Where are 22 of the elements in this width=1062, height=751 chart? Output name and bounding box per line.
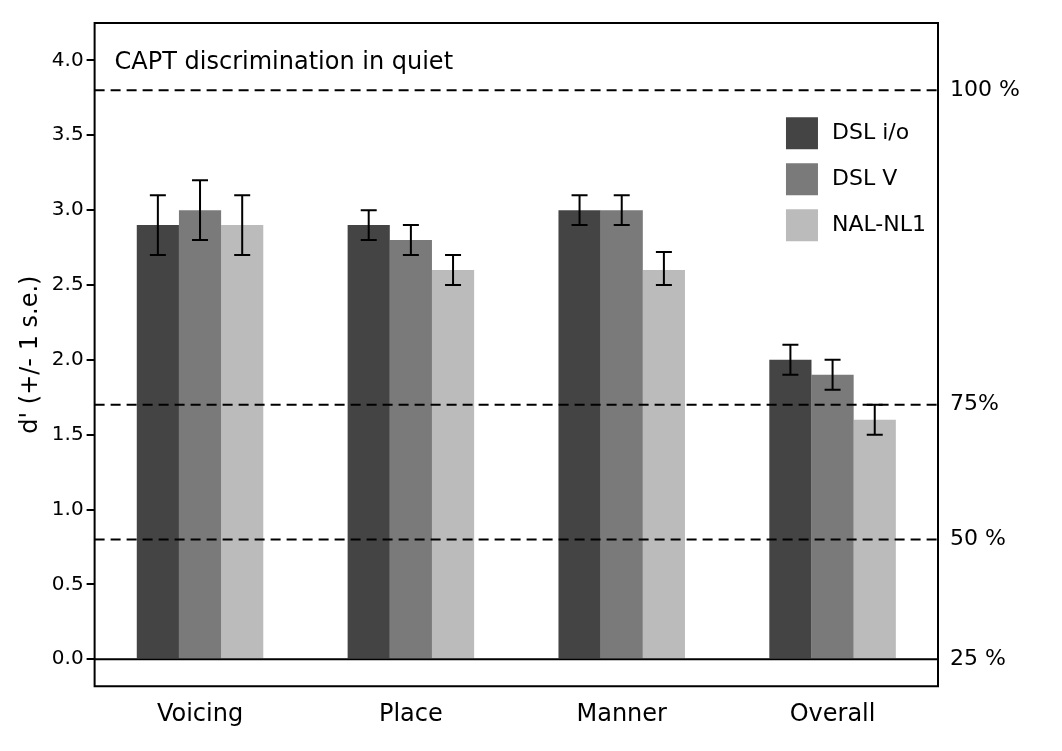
x-tick-label: Place bbox=[378, 698, 443, 727]
y-tick-label: 3.0 bbox=[51, 196, 84, 221]
y-tick-label: 1.5 bbox=[51, 420, 84, 445]
text: 25 % bbox=[950, 644, 1006, 670]
y-tick-label: 4.0 bbox=[51, 46, 84, 71]
x-tick-label: Manner bbox=[576, 698, 668, 727]
text: 50 % bbox=[950, 525, 1006, 551]
text: 75% bbox=[950, 390, 999, 416]
x-tick-label: Overall bbox=[789, 698, 876, 727]
x-tick-label: Voicing bbox=[156, 698, 244, 727]
y-tick-label: 2.5 bbox=[51, 271, 84, 296]
legend-label: NAL-NL1 bbox=[831, 211, 926, 237]
y-tick-label: 0.0 bbox=[51, 645, 84, 670]
text: 100 % bbox=[950, 76, 1020, 102]
y-tick-label: 0.5 bbox=[51, 570, 84, 595]
y-tick-label: 1.0 bbox=[51, 495, 84, 520]
y-tick-label: 2.0 bbox=[51, 346, 84, 371]
legend-label: DSL i/o bbox=[831, 119, 910, 145]
y-tick-label: 3.5 bbox=[51, 121, 84, 146]
legend-label: DSL V bbox=[831, 165, 898, 191]
y-axis-title: d' (+/- 1 s.e.) bbox=[14, 275, 43, 434]
annotation: CAPT discrimination in quiet bbox=[114, 47, 454, 76]
